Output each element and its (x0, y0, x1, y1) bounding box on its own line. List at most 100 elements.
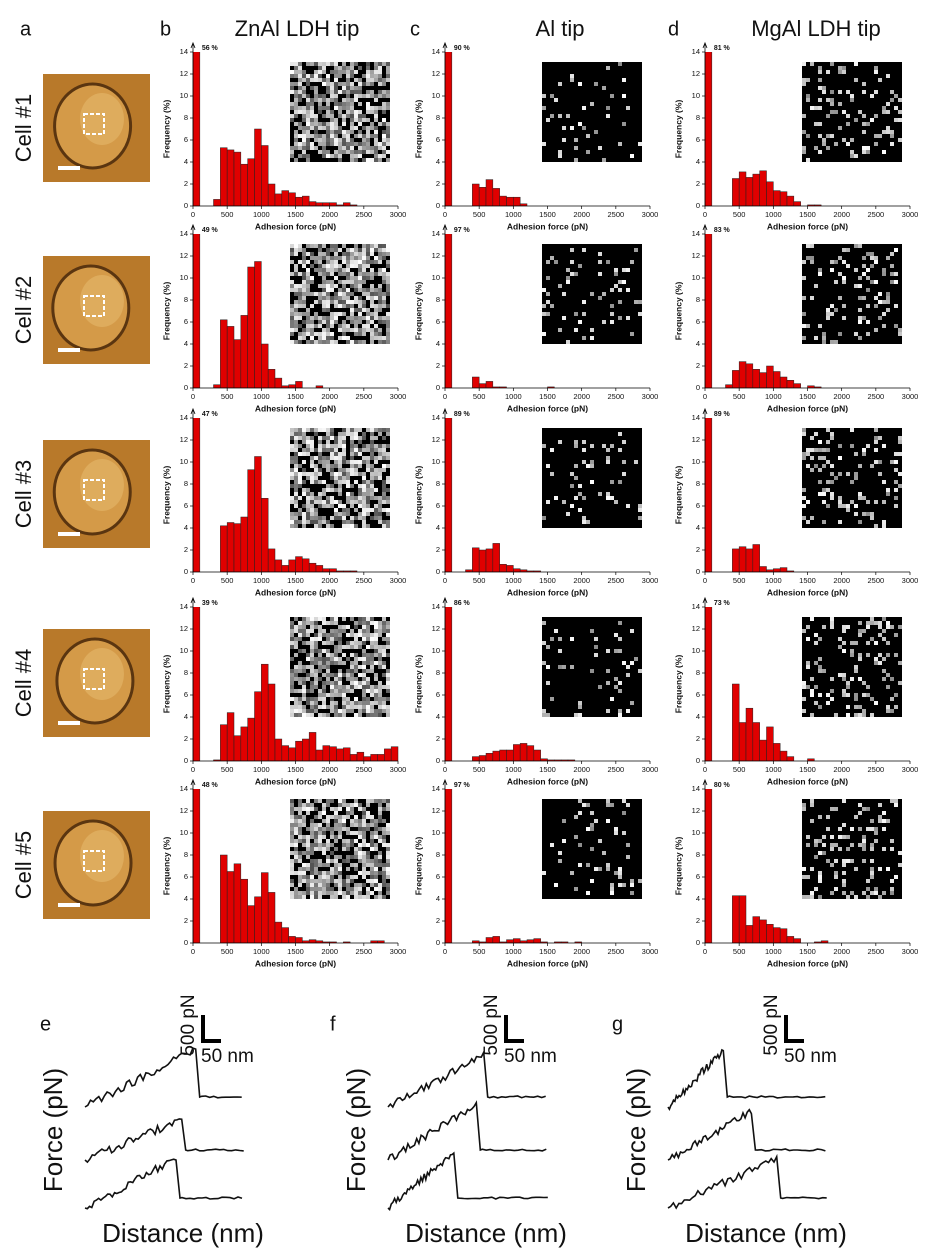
map-pixel (326, 524, 330, 528)
map-pixel (362, 82, 366, 86)
map-pixel (338, 516, 342, 520)
map-pixel (302, 328, 306, 332)
map-pixel (298, 661, 302, 665)
map-pixel (338, 456, 342, 460)
map-pixel (334, 807, 338, 811)
map-pixel (290, 500, 294, 504)
map-pixel (582, 460, 586, 464)
y-tick-label: 12 (692, 69, 700, 78)
map-pixel (374, 645, 378, 649)
map-pixel (318, 697, 322, 701)
map-pixel (818, 324, 822, 328)
map-pixel (890, 697, 894, 701)
y-tick-label: 10 (180, 646, 188, 655)
map-pixel (362, 693, 366, 697)
map-pixel (870, 697, 874, 701)
map-pixel (298, 629, 302, 633)
map-pixel (358, 94, 362, 98)
map-pixel (294, 460, 298, 464)
y-tick-label: 14 (692, 47, 700, 56)
map-pixel (298, 689, 302, 693)
x-tick-label: 1500 (799, 392, 816, 401)
bars (704, 418, 795, 572)
map-pixel (566, 114, 570, 118)
map-pixel (842, 138, 846, 142)
y-tick-label: 8 (436, 850, 440, 859)
bars (444, 418, 541, 572)
map-pixel (302, 617, 306, 621)
map-pixel (830, 835, 834, 839)
map-pixel (318, 843, 322, 847)
bars (192, 52, 358, 206)
map-pixel (354, 256, 358, 260)
map-pixel (294, 304, 298, 308)
map-pixel (554, 496, 558, 500)
map-pixel (298, 891, 302, 895)
map-pixel (318, 106, 322, 110)
map-pixel (298, 681, 302, 685)
x-tick-label: 1000 (505, 210, 522, 219)
map-pixel (570, 637, 574, 641)
map-pixel (362, 500, 366, 504)
map-pixel (374, 621, 378, 625)
map-pixel (326, 86, 330, 90)
y-tick-label: 6 (436, 690, 440, 699)
map-pixel (362, 855, 366, 859)
map-pixel (318, 448, 322, 452)
map-pixel (894, 106, 898, 110)
map-pixel (846, 895, 850, 899)
map-pixel (338, 264, 342, 268)
map-pixel (382, 90, 386, 94)
map-pixel (330, 94, 334, 98)
map-pixel (370, 106, 374, 110)
map-pixel (346, 276, 350, 280)
map-pixel (318, 859, 322, 863)
map-pixel (366, 460, 370, 464)
map-pixel (314, 895, 318, 899)
map-pixel (358, 859, 362, 863)
bar (384, 748, 392, 761)
map-pixel (382, 464, 386, 468)
map-pixel (330, 653, 334, 657)
map-pixel (326, 500, 330, 504)
map-pixel (302, 130, 306, 134)
map-pixel (810, 803, 814, 807)
map-pixel (378, 500, 382, 504)
map-pixel (342, 472, 346, 476)
map-pixel (318, 891, 322, 895)
map-pixel (370, 705, 374, 709)
map-pixel (370, 252, 374, 256)
map-pixel (866, 887, 870, 891)
map-pixel (322, 332, 326, 336)
map-pixel (342, 685, 346, 689)
map-pixel (382, 110, 386, 114)
y-tick-label: 0 (436, 567, 440, 576)
map-pixel (378, 304, 382, 308)
map-pixel (342, 268, 346, 272)
map-pixel (306, 340, 310, 344)
map-pixel (298, 154, 302, 158)
map-pixel (386, 324, 390, 328)
map-pixel (338, 82, 342, 86)
map-pixel (862, 82, 866, 86)
map-pixel (318, 815, 322, 819)
y-tick-label: 2 (696, 361, 700, 370)
map-pixel (362, 709, 366, 713)
map-pixel (878, 867, 882, 871)
map-pixel (850, 98, 854, 102)
map-pixel (350, 122, 354, 126)
map-pixel (294, 677, 298, 681)
map-pixel (314, 268, 318, 272)
map-pixel (378, 665, 382, 669)
map-pixel (362, 74, 366, 78)
map-pixel (334, 653, 338, 657)
map-pixel (802, 336, 806, 340)
map-pixel (598, 839, 602, 843)
map-pixel (618, 709, 622, 713)
map-pixel (874, 304, 878, 308)
y-tick-label: 14 (180, 784, 188, 793)
map-pixel (302, 524, 306, 528)
map-pixel (334, 248, 338, 252)
map-pixel (318, 336, 322, 340)
x-tick-label: 2500 (355, 392, 372, 401)
